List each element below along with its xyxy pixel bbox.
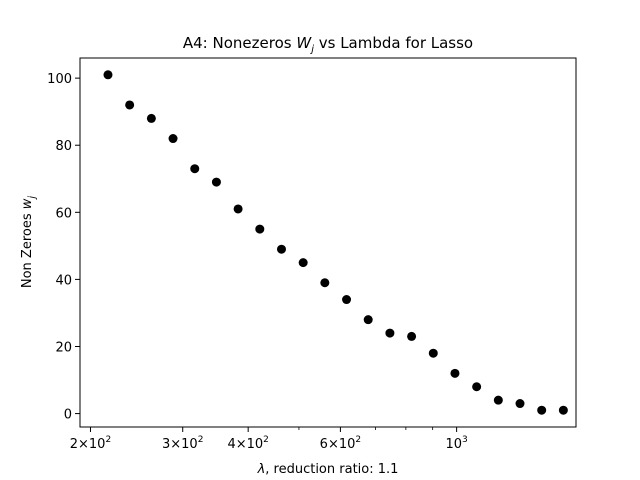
y-axis-label: Non Zeroes wj — [20, 196, 38, 289]
y-tick-label: 60 — [55, 206, 72, 221]
data-point — [515, 399, 525, 409]
chart-title: A4: Nonezeros Wj vs Lambda for Lasso — [183, 34, 473, 55]
data-points — [103, 70, 568, 415]
x-tick-label: 4×102 — [227, 435, 268, 452]
x-tick-label: 6×102 — [320, 435, 361, 452]
y-tick-label: 40 — [55, 273, 72, 288]
x-tick-label: 2×102 — [70, 435, 111, 452]
y-tick-label: 80 — [55, 139, 72, 154]
data-point — [493, 395, 503, 405]
data-point — [233, 204, 243, 214]
data-point — [537, 405, 547, 415]
data-point — [168, 134, 178, 144]
data-point — [472, 382, 482, 392]
data-point — [103, 70, 113, 80]
y-tick-label: 0 — [64, 408, 72, 423]
data-point — [298, 258, 308, 268]
data-point — [276, 244, 286, 254]
x-axis-label: λ, reduction ratio: 1.1 — [257, 462, 399, 477]
data-point — [190, 164, 200, 174]
data-point — [450, 368, 460, 378]
y-tick-label: 100 — [47, 72, 72, 87]
data-point — [125, 100, 135, 110]
plot-frame — [79, 57, 577, 428]
data-point — [146, 113, 156, 123]
data-point — [363, 315, 373, 325]
data-point — [558, 405, 568, 415]
data-point — [342, 295, 352, 305]
data-point — [428, 348, 438, 358]
x-tick-label: 3×102 — [162, 435, 203, 452]
x-tick-label: 103 — [445, 435, 467, 452]
data-point — [320, 278, 330, 288]
y-tick-label: 20 — [55, 340, 72, 355]
data-point — [407, 331, 417, 341]
data-point — [385, 328, 395, 338]
axis-ticks: 0 20 40 60 80 100 2×102 3×102 4×102 6×102 103 — [47, 72, 468, 452]
data-point — [255, 224, 265, 234]
data-point — [211, 177, 221, 187]
